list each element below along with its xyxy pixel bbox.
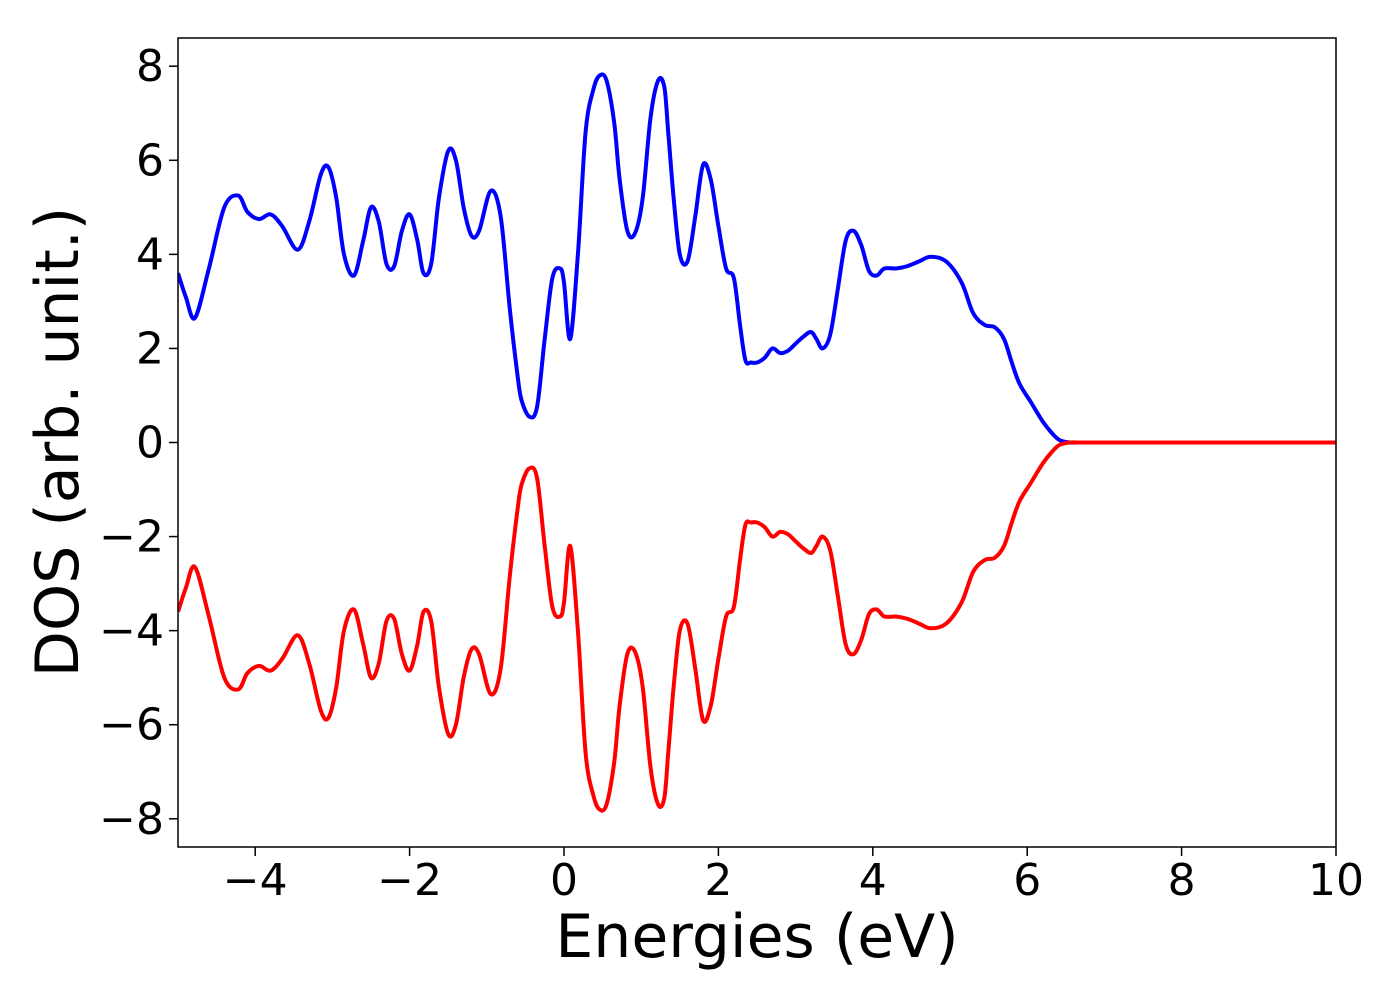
y-axis-label: DOS (arb. unit.)	[23, 207, 93, 677]
x-tick-label: 0	[550, 855, 578, 906]
y-tick-label: 0	[136, 418, 164, 469]
x-tick-label: −2	[377, 855, 442, 906]
ticks-layer: −4 −2 0 2 4 6 8 10 8 6 4 2 0 −2 −4 −6 −8	[99, 41, 1364, 906]
y-tick-label: −2	[99, 512, 164, 563]
x-tick-label: 2	[704, 855, 732, 906]
y-tick-label: −6	[99, 700, 164, 751]
x-tick-label: 10	[1308, 855, 1364, 906]
y-tick-label: −8	[99, 794, 164, 845]
x-tick-label: 6	[1013, 855, 1041, 906]
series-layer	[178, 72, 1336, 813]
y-tick-label: 8	[136, 41, 164, 92]
x-axis-label: Energies (eV)	[555, 902, 958, 972]
y-tick-label: 2	[136, 323, 164, 374]
y-tick-label: −4	[99, 606, 164, 657]
x-tick-label: 4	[859, 855, 887, 906]
y-tick-label: 4	[136, 229, 164, 280]
series-line-1	[178, 440, 1336, 813]
series-line-0	[178, 72, 1336, 445]
y-tick-label: 6	[136, 135, 164, 186]
x-tick-label: 8	[1168, 855, 1196, 906]
x-tick-label: −4	[223, 855, 288, 906]
